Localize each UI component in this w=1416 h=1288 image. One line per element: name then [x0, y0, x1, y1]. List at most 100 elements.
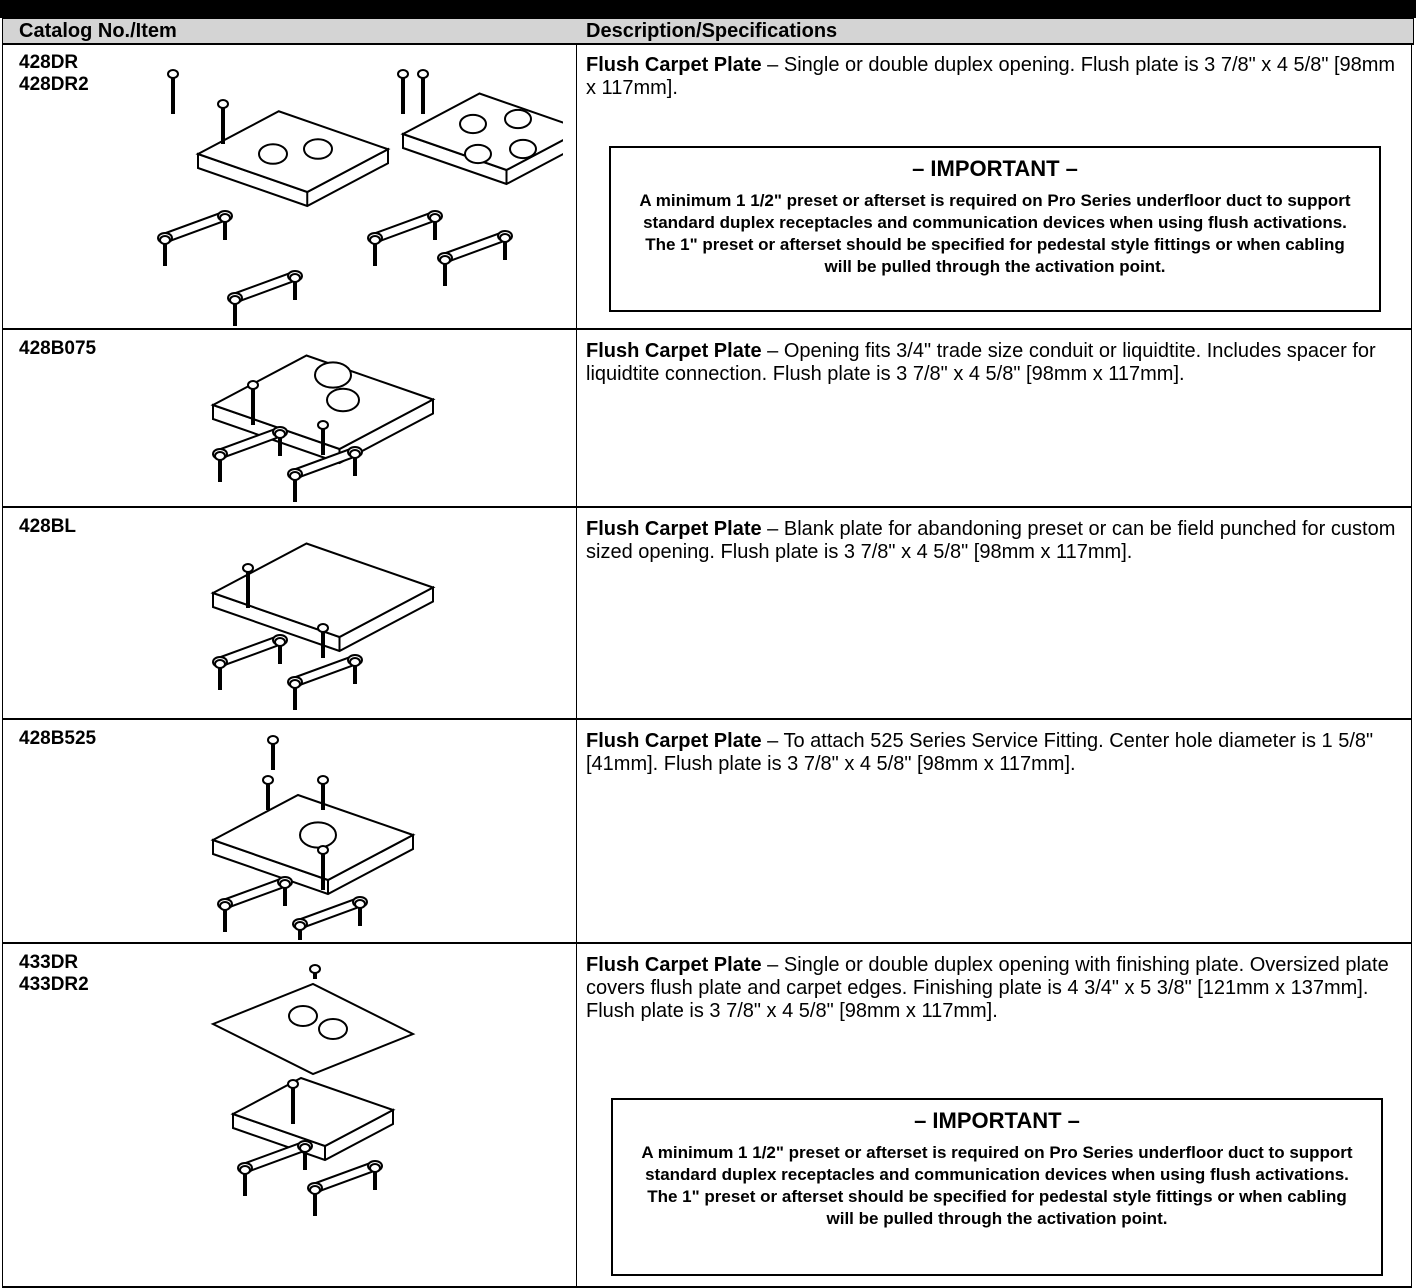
drawing-part	[317, 420, 329, 430]
drawing-part	[214, 451, 226, 461]
drawing-part	[214, 659, 226, 669]
catalog-number: 428B525	[19, 728, 97, 749]
description-title: Flush Carpet Plate	[586, 340, 762, 362]
drawing-part	[439, 255, 451, 265]
drawing-part	[369, 235, 381, 245]
description-text: – Single or double duplex opening. Flush…	[586, 54, 1396, 99]
drawing-part	[289, 679, 301, 689]
drawing-part	[397, 69, 409, 79]
description: Flush Carpet Plate – Blank plate for aba…	[586, 518, 1396, 564]
drawing-part	[287, 1079, 299, 1089]
important-box: – IMPORTANT – A minimum 1 1/2" preset or …	[611, 1098, 1383, 1276]
column-header: Catalog No./Item	[19, 20, 177, 42]
drawing-part	[195, 110, 391, 194]
drawing-part	[219, 213, 231, 223]
drawing-part	[217, 99, 229, 109]
drawing-part	[210, 542, 436, 639]
catalog-cell: 428DR 428DR2	[19, 52, 89, 96]
drawing-part	[354, 899, 366, 909]
column-separator	[576, 508, 577, 718]
drawing-part	[459, 113, 487, 135]
top-band	[0, 0, 1416, 18]
column-separator	[576, 720, 577, 942]
drawing-part	[294, 921, 306, 931]
drawing-part	[299, 821, 337, 849]
description-text: – To attach 525 Series Service Fitting. …	[586, 730, 1374, 775]
catalog-number: 428DR	[19, 52, 79, 73]
drawing-part	[317, 845, 329, 855]
product-drawing	[157, 69, 563, 326]
table-row: 428B075 Flush Carpet Plate – Opening fits…	[2, 330, 1412, 508]
drawing-part	[289, 471, 301, 481]
column-separator	[576, 330, 577, 506]
product-drawing	[210, 542, 436, 710]
catalog-cell: 428B075	[19, 338, 96, 360]
column-separator	[576, 44, 577, 328]
drawing-part	[314, 361, 352, 389]
drawing-part	[349, 657, 361, 667]
catalog-cell: 428BL	[19, 516, 76, 538]
drawing-part	[317, 623, 329, 633]
drawing-part	[262, 775, 274, 785]
drawing-part	[247, 380, 259, 390]
drawing-part	[167, 69, 179, 79]
drawing-part	[219, 901, 231, 911]
drawing-part	[317, 775, 329, 785]
column-separator	[576, 944, 577, 1286]
important-text: A minimum 1 1/2" preset or afterset is r…	[639, 191, 1351, 276]
drawing-part	[464, 143, 492, 165]
description-title: Flush Carpet Plate	[586, 54, 762, 76]
drawing-part	[159, 235, 171, 245]
catalog-number: 428B075	[19, 338, 97, 359]
drawing-part	[369, 1163, 381, 1173]
drawing-part	[289, 273, 301, 283]
table-row: 433DR 433DR2 Flush Carpet Plate – Single o…	[2, 944, 1412, 1288]
product-drawing	[210, 735, 416, 940]
description: Flush Carpet Plate – Single or double du…	[586, 54, 1396, 100]
description: Flush Carpet Plate – Opening fits 3/4" t…	[586, 340, 1396, 386]
drawing-part	[210, 354, 436, 451]
column-header: Description/Specifications	[586, 20, 838, 42]
important-title: – IMPORTANT –	[914, 1108, 1080, 1133]
catalog-number: 433DR2	[19, 974, 89, 995]
drawing-part	[504, 108, 532, 130]
drawing-part	[309, 1185, 321, 1195]
important-box: – IMPORTANT – A minimum 1 1/2" preset or …	[609, 146, 1381, 312]
drawing-part	[303, 138, 333, 160]
drawing-part	[242, 563, 254, 573]
description-text: – Blank plate for abandoning preset or c…	[586, 518, 1396, 563]
catalog-number: 428DR2	[19, 74, 89, 95]
drawing-part	[258, 143, 288, 165]
drawing-part	[299, 1143, 311, 1153]
description-text: – Single or double duplex opening with f…	[586, 954, 1389, 1022]
table-header: Catalog No./Item Description/Specificati…	[2, 18, 1414, 45]
drawing-part	[499, 233, 511, 243]
catalog-cell: 433DR 433DR2	[19, 952, 89, 996]
drawing-part	[309, 964, 321, 974]
product-drawing	[210, 354, 436, 502]
important-text: A minimum 1 1/2" preset or afterset is r…	[641, 1143, 1353, 1228]
catalog-number: 428BL	[19, 516, 77, 537]
drawing-part	[274, 429, 286, 439]
table-row: 428DR 428DR2 Flush Carpet Plate – Single o…	[2, 44, 1412, 330]
drawing-part	[274, 637, 286, 647]
drawing-part	[267, 735, 279, 745]
description-title: Flush Carpet Plate	[586, 954, 762, 976]
drawing-part	[326, 387, 360, 413]
product-drawing	[210, 964, 416, 1216]
important-title: – IMPORTANT –	[912, 156, 1078, 181]
description: Flush Carpet Plate – Single or double du…	[586, 954, 1396, 1023]
drawing-part	[429, 213, 441, 223]
drawing-part	[279, 879, 291, 889]
description: Flush Carpet Plate – To attach 525 Serie…	[586, 730, 1396, 776]
catalog-cell: 428B525	[19, 728, 96, 750]
drawing-part	[318, 1018, 348, 1040]
drawing-part	[229, 295, 241, 305]
description-title: Flush Carpet Plate	[586, 730, 762, 752]
drawing-part	[288, 1005, 318, 1027]
drawing-part	[417, 69, 429, 79]
table-row: 428B525 Flush Carpet Plate – To attach 52…	[2, 720, 1412, 944]
drawing-part	[230, 1076, 396, 1148]
table-row: 428BL Flush Carpet Plate – Blank plate fo…	[2, 508, 1412, 720]
